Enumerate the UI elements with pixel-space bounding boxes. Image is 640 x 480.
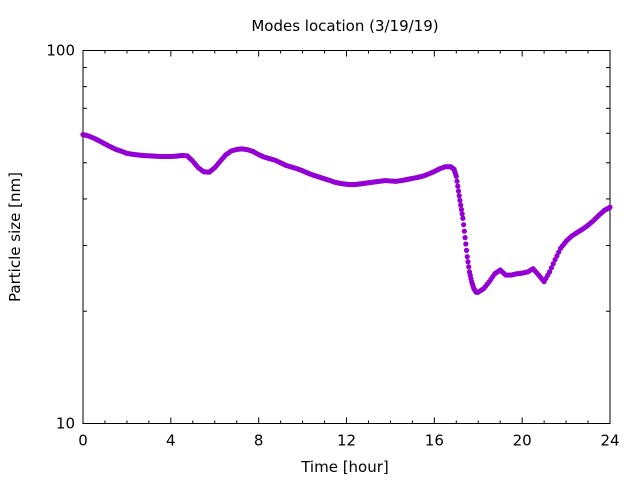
data-point [453, 173, 459, 179]
x-tick-label: 8 [254, 432, 264, 450]
axis-ticks [82, 50, 611, 424]
data-point [457, 197, 463, 204]
data-points [80, 132, 613, 295]
y-tick-label: 10 [56, 415, 75, 433]
y-tick-label: 100 [46, 42, 75, 60]
data-point [458, 202, 464, 208]
y-axis-label: Particle size [nm] [6, 172, 24, 302]
data-point [462, 235, 468, 241]
data-point [459, 211, 465, 217]
data-point [460, 215, 466, 221]
data-point [461, 222, 467, 228]
data-point [461, 228, 467, 234]
x-tick-label: 16 [425, 432, 444, 450]
x-tick-label: 24 [600, 432, 619, 450]
data-point [607, 204, 613, 210]
data-point [548, 265, 555, 271]
x-tick-label: 20 [513, 432, 532, 450]
data-point [455, 188, 462, 194]
data-point [550, 261, 556, 267]
data-point [456, 193, 462, 199]
x-tick-label: 4 [166, 432, 176, 450]
tick-labels: 0 4 8 12 16 20 24 10 100 [46, 42, 619, 450]
data-point [547, 269, 553, 275]
data-point [463, 241, 469, 247]
data-point [454, 178, 460, 184]
data-point [458, 206, 465, 213]
data-point [463, 247, 470, 253]
x-tick-label: 12 [337, 432, 356, 450]
data-point [455, 183, 461, 189]
x-tick-label: 0 [78, 432, 88, 450]
data-point [465, 259, 471, 265]
chart-title: Modes location (3/19/19) [251, 17, 438, 35]
data-point [466, 264, 472, 270]
plot-frame [82, 50, 611, 424]
x-axis-label: Time [hour] [300, 458, 389, 476]
data-point [464, 254, 470, 260]
